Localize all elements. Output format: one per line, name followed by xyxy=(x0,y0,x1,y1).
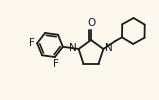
Text: F: F xyxy=(29,38,35,48)
Text: O: O xyxy=(87,18,95,28)
Text: N: N xyxy=(105,44,113,54)
Text: N: N xyxy=(69,44,77,54)
Text: F: F xyxy=(53,58,59,69)
